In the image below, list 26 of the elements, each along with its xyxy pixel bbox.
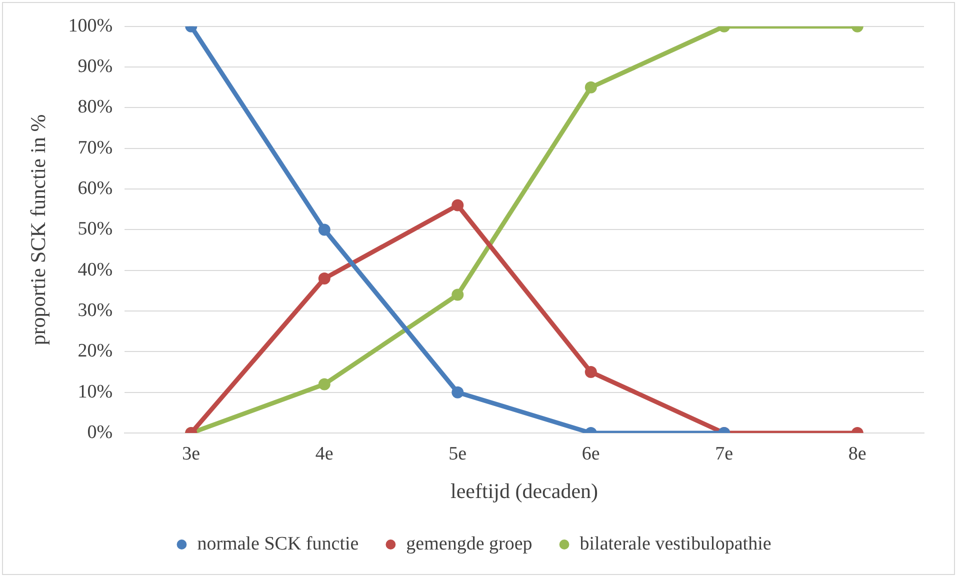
- y-tick-label: 70%: [78, 137, 113, 158]
- legend-label: gemengde groep: [406, 533, 532, 554]
- x-tick-label: 6e: [582, 443, 600, 464]
- legend-label: bilaterale vestibulopathie: [580, 533, 772, 554]
- y-tick-label: 50%: [78, 218, 113, 240]
- y-tick-label: 100%: [68, 15, 113, 36]
- x-tick-label: 8e: [848, 443, 866, 464]
- y-tick-label: 90%: [78, 56, 113, 78]
- y-tick-label: 40%: [78, 259, 113, 280]
- y-tick-label: 20%: [78, 340, 113, 362]
- x-tick-label: 3e: [182, 443, 200, 464]
- point: [452, 199, 464, 212]
- x-tick-label: 7e: [715, 443, 734, 464]
- y-tick-label: 60%: [78, 178, 113, 200]
- point: [452, 288, 464, 301]
- y-tick-label: 0%: [87, 422, 113, 443]
- y-tick-label: 10%: [78, 381, 113, 402]
- legend-label: normale SCK functie: [197, 533, 359, 554]
- y-tick-label: 30%: [78, 300, 113, 322]
- y-tick-label: 80%: [78, 96, 113, 118]
- x-axis-title: leeftijd (decaden): [450, 478, 598, 503]
- point: [318, 272, 330, 284]
- y-axis-title: proportie SCK functie in %: [26, 114, 50, 346]
- point: [318, 224, 330, 236]
- x-tick-label: 5e: [448, 443, 467, 464]
- x-tick-label: 4e: [315, 443, 334, 464]
